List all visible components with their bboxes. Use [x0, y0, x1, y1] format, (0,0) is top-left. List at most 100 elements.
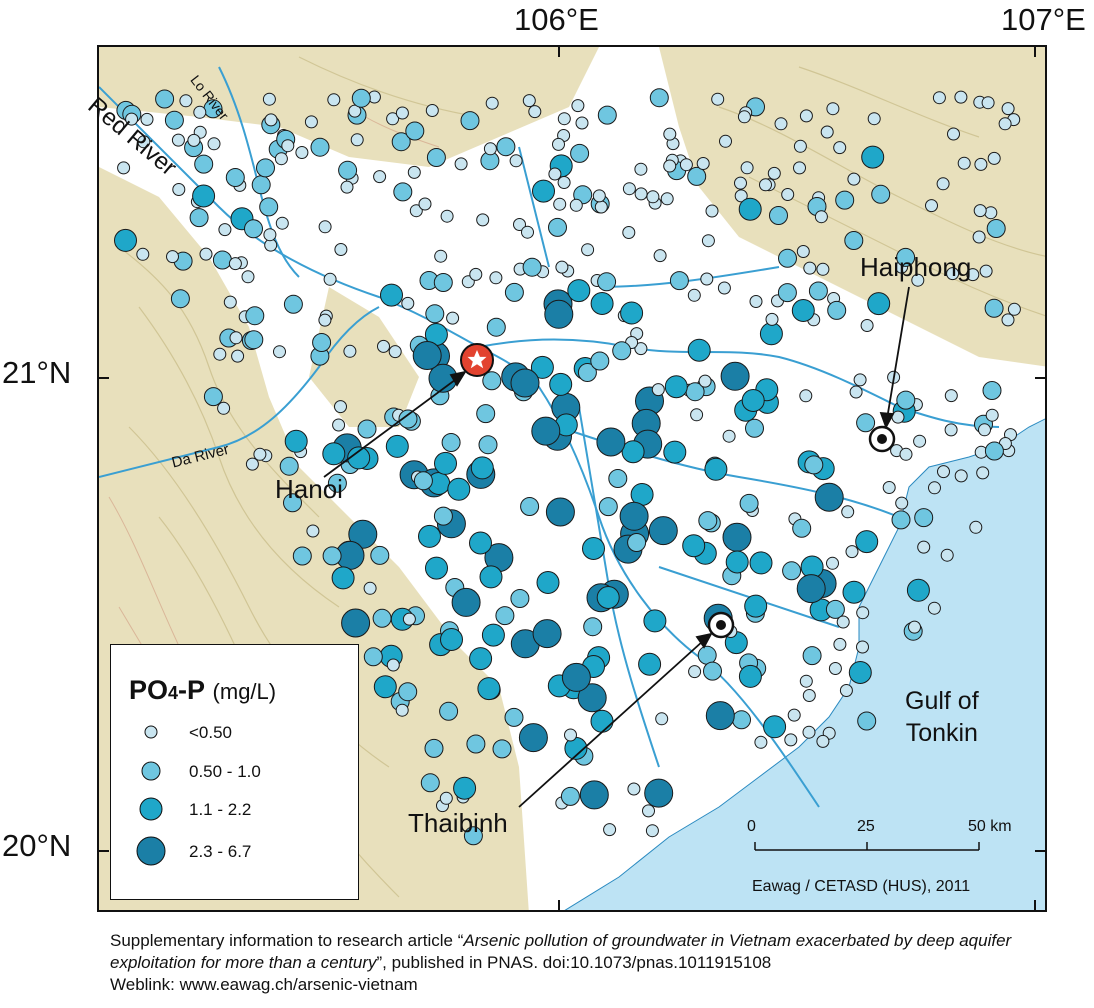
sample-point[interactable]: [318, 313, 332, 327]
sample-point[interactable]: [653, 249, 667, 263]
sample-point[interactable]: [643, 609, 667, 633]
sample-point[interactable]: [338, 160, 358, 180]
sample-point[interactable]: [663, 127, 677, 141]
sample-point[interactable]: [451, 587, 481, 617]
sample-point[interactable]: [522, 257, 542, 277]
sample-point[interactable]: [441, 433, 461, 452]
sample-point[interactable]: [634, 162, 648, 176]
sample-point[interactable]: [777, 283, 797, 303]
sample-point[interactable]: [976, 466, 990, 480]
sample-point[interactable]: [433, 273, 453, 292]
sample-point[interactable]: [486, 317, 506, 337]
sample-point[interactable]: [373, 675, 397, 699]
sample-point[interactable]: [228, 257, 242, 271]
sample-point[interactable]: [557, 176, 571, 189]
sample-points[interactable]: [114, 88, 1021, 846]
sample-point[interactable]: [737, 110, 751, 124]
sample-point[interactable]: [826, 102, 840, 116]
sample-point[interactable]: [279, 456, 299, 476]
sample-point[interactable]: [476, 213, 490, 227]
sample-point[interactable]: [283, 493, 302, 513]
sample-point[interactable]: [860, 319, 874, 332]
sample-point[interactable]: [567, 279, 591, 303]
sample-point[interactable]: [947, 127, 960, 141]
sample-point[interactable]: [496, 137, 516, 157]
sample-point[interactable]: [842, 580, 866, 604]
sample-point[interactable]: [925, 199, 938, 213]
sample-point[interactable]: [386, 658, 400, 672]
sample-point[interactable]: [275, 216, 289, 230]
sample-point[interactable]: [781, 188, 795, 201]
sample-point[interactable]: [899, 447, 913, 461]
sample-point[interactable]: [867, 292, 891, 316]
sample-point[interactable]: [740, 161, 754, 175]
sample-point[interactable]: [871, 184, 891, 204]
sample-point[interactable]: [687, 166, 707, 186]
sample-point[interactable]: [492, 739, 512, 759]
sample-point[interactable]: [982, 381, 1002, 400]
sample-point[interactable]: [940, 548, 954, 562]
sample-point[interactable]: [621, 440, 645, 464]
sample-point[interactable]: [839, 684, 853, 697]
sample-point[interactable]: [849, 385, 863, 399]
sample-point[interactable]: [927, 601, 941, 615]
sample-point[interactable]: [555, 260, 569, 274]
sample-point[interactable]: [774, 117, 788, 131]
sample-point[interactable]: [759, 178, 772, 192]
sample-point[interactable]: [577, 683, 607, 713]
sample-point[interactable]: [402, 612, 416, 626]
sample-point[interactable]: [867, 112, 881, 126]
sample-point[interactable]: [528, 105, 542, 119]
sample-point[interactable]: [405, 121, 425, 141]
sample-point[interactable]: [434, 249, 448, 263]
sample-point[interactable]: [767, 166, 781, 180]
sample-point[interactable]: [826, 556, 839, 570]
sample-point[interactable]: [612, 341, 632, 361]
sample-point[interactable]: [597, 272, 617, 292]
sample-point[interactable]: [644, 778, 674, 808]
sample-point[interactable]: [891, 510, 911, 530]
sample-point[interactable]: [155, 89, 175, 109]
sample-point[interactable]: [984, 206, 998, 220]
sample-point[interactable]: [986, 219, 1006, 238]
sample-point[interactable]: [688, 665, 702, 679]
sample-point[interactable]: [804, 455, 824, 475]
sample-point[interactable]: [682, 534, 706, 558]
sample-point[interactable]: [663, 159, 677, 173]
sample-point[interactable]: [357, 419, 377, 439]
sample-point[interactable]: [334, 400, 347, 414]
sample-point[interactable]: [603, 823, 617, 837]
sample-point[interactable]: [388, 345, 402, 359]
sample-point[interactable]: [253, 447, 267, 461]
sample-point[interactable]: [510, 368, 540, 398]
sample-point[interactable]: [332, 418, 346, 432]
sample-point[interactable]: [370, 545, 390, 565]
sample-point[interactable]: [469, 267, 483, 281]
sample-point[interactable]: [583, 617, 603, 637]
sample-point[interactable]: [264, 113, 278, 127]
sample-point[interactable]: [981, 96, 995, 110]
sample-point[interactable]: [283, 294, 303, 314]
sample-point[interactable]: [164, 110, 184, 130]
sample-point[interactable]: [778, 248, 797, 268]
sample-point[interactable]: [327, 93, 341, 107]
sample-point[interactable]: [936, 177, 950, 191]
sample-point[interactable]: [745, 418, 764, 438]
sample-point[interactable]: [340, 180, 354, 194]
sample-point[interactable]: [548, 167, 562, 181]
sample-point[interactable]: [738, 197, 762, 221]
sample-point[interactable]: [481, 623, 505, 647]
sample-point[interactable]: [510, 589, 530, 608]
sample-point[interactable]: [263, 228, 277, 242]
sample-point[interactable]: [418, 524, 441, 548]
sample-point[interactable]: [739, 493, 759, 513]
sample-point[interactable]: [646, 190, 660, 204]
sample-point[interactable]: [627, 533, 647, 552]
sample-point[interactable]: [166, 250, 179, 264]
sample-point[interactable]: [841, 505, 855, 519]
sample-point[interactable]: [218, 223, 232, 237]
sample-point[interactable]: [969, 520, 983, 534]
sample-point[interactable]: [351, 88, 371, 108]
sample-point[interactable]: [701, 234, 715, 248]
sample-point[interactable]: [570, 143, 590, 163]
